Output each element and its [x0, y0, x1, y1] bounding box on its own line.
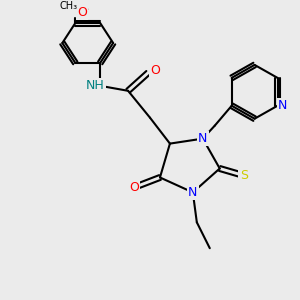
Text: CH₃: CH₃ [59, 1, 77, 11]
Text: N: N [278, 99, 287, 112]
Text: O: O [129, 181, 139, 194]
Text: O: O [150, 64, 160, 77]
Text: S: S [240, 169, 248, 182]
Text: N: N [198, 132, 208, 145]
Text: O: O [77, 6, 87, 19]
Text: N: N [188, 186, 197, 199]
Text: NH: NH [86, 79, 105, 92]
